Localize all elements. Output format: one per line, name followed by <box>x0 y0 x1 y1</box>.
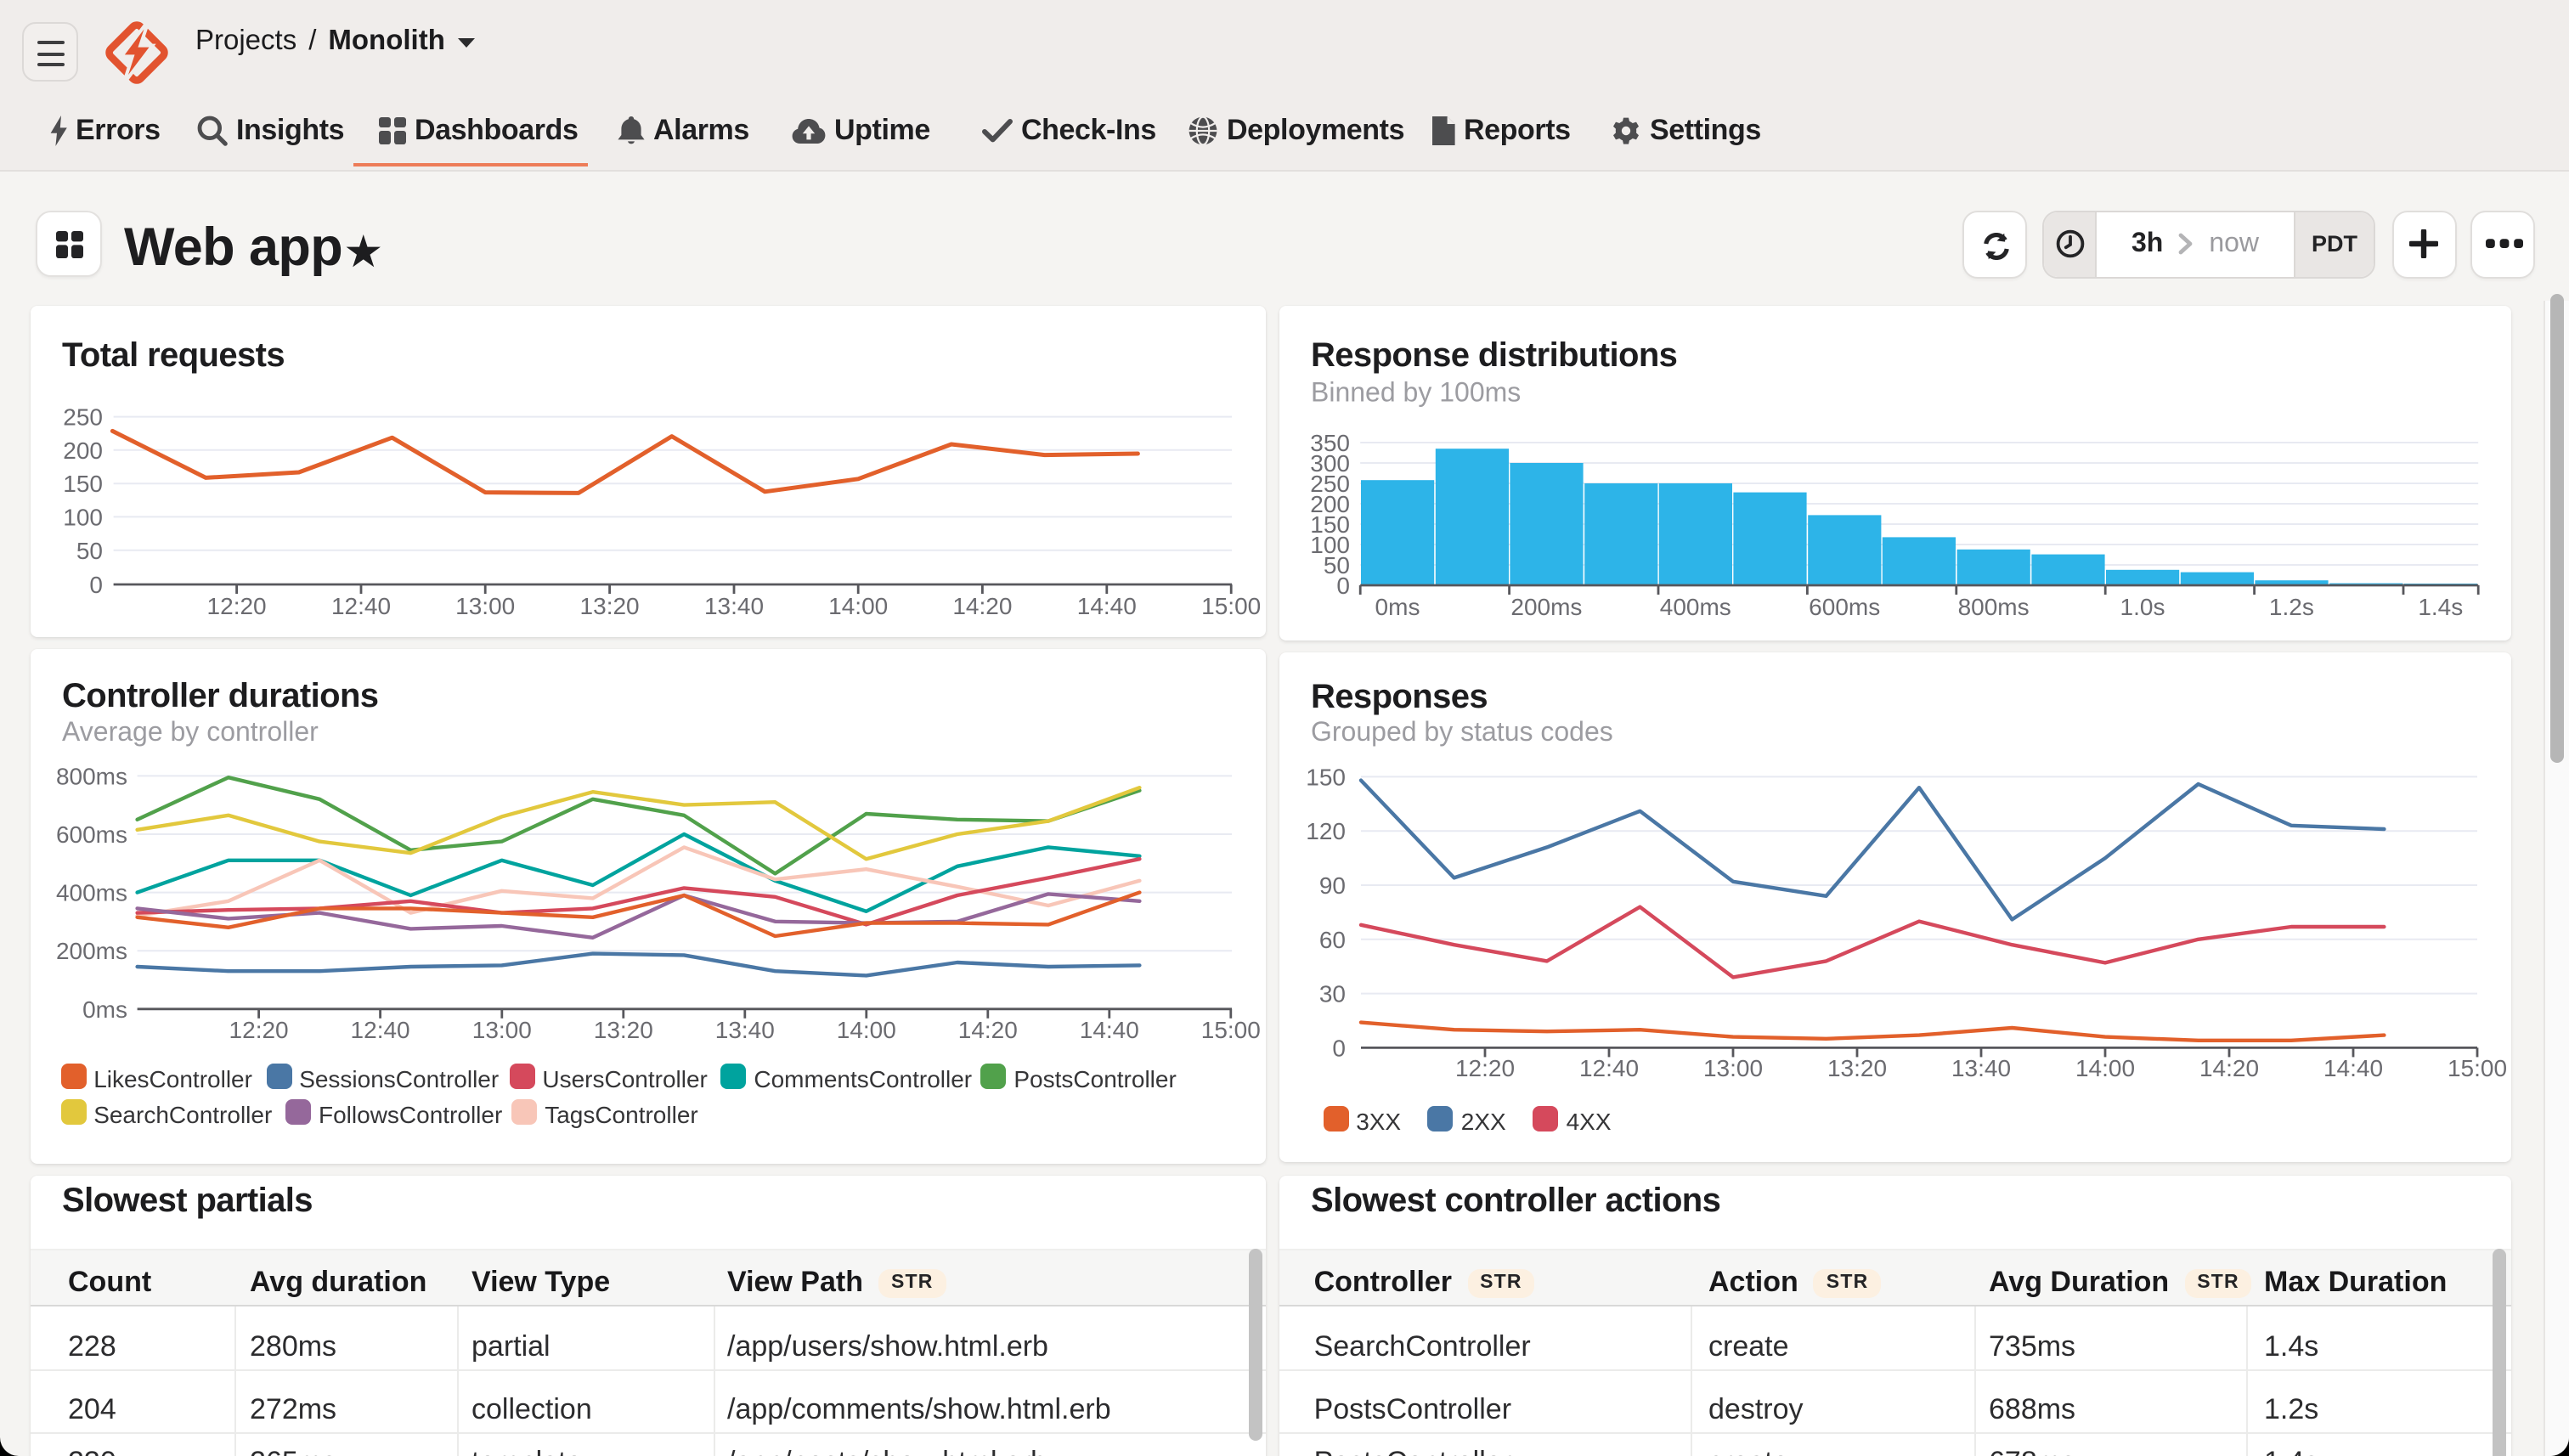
svg-text:50: 50 <box>1324 552 1350 578</box>
svg-text:Response distributions: Response distributions <box>1311 336 1677 374</box>
svg-text:50: 50 <box>76 538 103 564</box>
svg-text:Responses: Responses <box>1311 678 1488 715</box>
svg-text:14:20: 14:20 <box>2199 1055 2259 1081</box>
svg-text:0ms: 0ms <box>1375 594 1420 620</box>
svg-text:200: 200 <box>63 437 103 464</box>
svg-text:12:20: 12:20 <box>229 1017 289 1043</box>
svg-text:90: 90 <box>1319 872 1346 899</box>
svg-text:250: 250 <box>1310 471 1350 497</box>
svg-text:1.2s: 1.2s <box>2269 594 2314 620</box>
svg-text:100: 100 <box>1310 532 1350 558</box>
svg-text:120: 120 <box>1306 818 1346 844</box>
svg-text:13:40: 13:40 <box>1951 1055 2011 1081</box>
svg-text:15:00: 15:00 <box>2448 1055 2507 1081</box>
svg-text:14:00: 14:00 <box>837 1017 896 1043</box>
svg-text:150: 150 <box>1306 764 1346 790</box>
svg-text:13:40: 13:40 <box>704 593 764 619</box>
svg-text:14:00: 14:00 <box>2075 1055 2135 1081</box>
svg-text:200ms: 200ms <box>1510 594 1582 620</box>
svg-text:13:00: 13:00 <box>1703 1055 1763 1081</box>
svg-text:0: 0 <box>1332 1035 1346 1061</box>
svg-text:200ms: 200ms <box>56 938 127 964</box>
svg-text:13:20: 13:20 <box>1827 1055 1887 1081</box>
svg-text:1.4s: 1.4s <box>2418 594 2463 620</box>
svg-text:Binned by 100ms: Binned by 100ms <box>1311 376 1521 407</box>
svg-text:12:40: 12:40 <box>331 593 391 619</box>
svg-text:60: 60 <box>1319 927 1346 953</box>
svg-text:13:00: 13:00 <box>472 1017 532 1043</box>
svg-text:100: 100 <box>63 504 103 530</box>
svg-text:12:20: 12:20 <box>1455 1055 1515 1081</box>
svg-text:800ms: 800ms <box>56 763 127 789</box>
svg-text:12:20: 12:20 <box>207 593 267 619</box>
svg-text:12:40: 12:40 <box>1579 1055 1639 1081</box>
svg-text:13:20: 13:20 <box>580 593 640 619</box>
svg-text:12:40: 12:40 <box>351 1017 410 1043</box>
svg-text:350: 350 <box>1310 430 1350 456</box>
svg-text:14:20: 14:20 <box>952 593 1012 619</box>
svg-text:1.0s: 1.0s <box>2120 594 2165 620</box>
svg-text:Grouped by status codes: Grouped by status codes <box>1311 716 1613 747</box>
svg-text:13:40: 13:40 <box>715 1017 775 1043</box>
svg-text:0: 0 <box>89 572 103 598</box>
svg-text:600ms: 600ms <box>56 821 127 848</box>
svg-text:14:20: 14:20 <box>958 1017 1018 1043</box>
svg-text:14:40: 14:40 <box>1077 593 1137 619</box>
svg-text:14:00: 14:00 <box>828 593 888 619</box>
svg-text:Average by controller: Average by controller <box>62 716 319 747</box>
svg-text:Controller durations: Controller durations <box>62 677 378 714</box>
svg-text:13:00: 13:00 <box>455 593 515 619</box>
svg-text:13:20: 13:20 <box>594 1017 653 1043</box>
svg-text:250: 250 <box>63 404 103 431</box>
svg-text:14:40: 14:40 <box>1080 1017 1139 1043</box>
svg-text:15:00: 15:00 <box>1201 593 1261 619</box>
svg-text:14:40: 14:40 <box>2323 1055 2383 1081</box>
svg-text:0: 0 <box>1336 573 1350 599</box>
svg-text:15:00: 15:00 <box>1201 1017 1261 1043</box>
svg-text:300: 300 <box>1310 450 1350 477</box>
svg-text:800ms: 800ms <box>1958 594 2030 620</box>
svg-text:400ms: 400ms <box>56 880 127 906</box>
svg-text:200: 200 <box>1310 491 1350 517</box>
svg-text:0ms: 0ms <box>82 996 127 1023</box>
svg-text:400ms: 400ms <box>1660 594 1731 620</box>
svg-text:600ms: 600ms <box>1809 594 1880 620</box>
svg-text:150: 150 <box>63 471 103 497</box>
svg-text:Total requests: Total requests <box>62 336 285 374</box>
svg-text:30: 30 <box>1319 981 1346 1007</box>
svg-text:150: 150 <box>1310 511 1350 538</box>
